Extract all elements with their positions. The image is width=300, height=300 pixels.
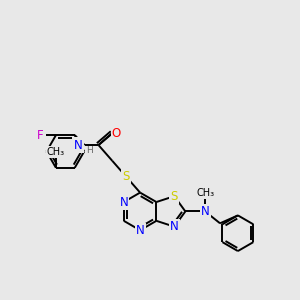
Text: S: S [122,170,130,183]
Text: CH₃: CH₃ [196,188,214,198]
Text: F: F [36,129,43,142]
Text: N: N [119,196,128,208]
Text: N: N [170,220,179,233]
Text: N: N [136,224,145,237]
Text: O: O [112,127,121,140]
Text: H: H [87,146,93,155]
Text: N: N [74,139,82,152]
Text: CH₃: CH₃ [47,147,65,157]
Text: S: S [171,190,178,203]
Text: N: N [201,205,210,218]
